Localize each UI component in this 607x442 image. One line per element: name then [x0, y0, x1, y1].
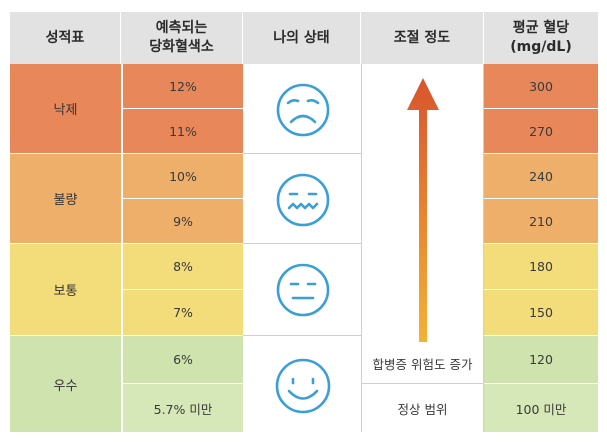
- glucose-270-value: 270: [529, 123, 553, 139]
- header-control: 조절 정도: [361, 12, 484, 64]
- glucose-120-value: 120: [529, 352, 553, 367]
- very-sad-face-icon: [276, 83, 330, 137]
- hba1c-12-value: 12%: [169, 78, 197, 94]
- hba1c-6-value: 6%: [173, 352, 193, 367]
- neutral-face-icon: [276, 263, 330, 317]
- hba1c-under-5-7: 5.7% 미만: [122, 384, 243, 432]
- smiley-face-icon: [275, 358, 331, 414]
- hba1c-10-value: 10%: [169, 168, 197, 184]
- header-hba1c-line2: 당화혈색소: [149, 39, 214, 55]
- glucose-under-100-value: 100 미만: [515, 401, 567, 417]
- glucose-240: 240: [484, 154, 598, 199]
- grade-fail: 낙제: [10, 64, 121, 154]
- grade-good-label: 우수: [53, 378, 78, 394]
- hba1c-6: 6%: [122, 336, 243, 384]
- hba1c-8: 8%: [122, 244, 243, 290]
- glucose-under-100: 100 미만: [484, 384, 598, 432]
- glucose-270: 270: [484, 109, 598, 154]
- glucose-120: 120: [484, 336, 598, 384]
- complication-risk-label: 합병증 위험도 증가: [361, 346, 484, 380]
- glucose-240-value: 240: [529, 168, 553, 184]
- hba1c-12: 12%: [122, 64, 243, 109]
- hba1c-under-5-7-value: 5.7% 미만: [153, 401, 213, 417]
- normal-range-text: 정상 범위: [397, 401, 448, 417]
- glucose-180: 180: [484, 244, 598, 290]
- grade-poor-label: 불량: [53, 193, 78, 208]
- hba1c-11: 11%: [122, 109, 243, 154]
- status-cell-normal: [243, 244, 361, 336]
- status-cell-poor: [243, 154, 361, 244]
- normal-range-cell: 정상 범위: [361, 384, 484, 432]
- grade-poor: 불량: [10, 154, 121, 244]
- glucose-300: 300: [484, 64, 598, 109]
- header-glucose: 평균 혈당 (mg/dL): [484, 12, 598, 64]
- header-grade: 성적표: [10, 12, 121, 64]
- header-glucose-line2: (mg/dL): [510, 39, 572, 55]
- grade-normal-label: 보통: [53, 284, 78, 299]
- complication-risk-text: 합병증 위험도 증가: [372, 356, 473, 372]
- header-grade-label: 성적표: [45, 29, 85, 46]
- hba1c-9-value: 9%: [173, 213, 193, 229]
- header-status-label: 나의 상태: [273, 29, 330, 46]
- header-control-label: 조절 정도: [393, 29, 451, 46]
- hba1c-7: 7%: [122, 290, 243, 336]
- worried-face-icon: [276, 173, 330, 227]
- control-risk-cell: [361, 64, 484, 384]
- header-glucose-line1: 평균 혈당: [512, 20, 570, 36]
- glucose-180-value: 180: [529, 259, 553, 274]
- glucose-210-value: 210: [529, 213, 553, 229]
- header-status: 나의 상태: [243, 12, 361, 64]
- hba1c-10: 10%: [122, 154, 243, 199]
- hba1c-8-value: 8%: [173, 259, 193, 274]
- grade-normal: 보통: [10, 244, 121, 336]
- glucose-300-value: 300: [529, 78, 553, 94]
- header-hba1c: 예측되는 당화혈색소: [121, 12, 243, 64]
- header-hba1c-line1: 예측되는: [155, 20, 208, 36]
- glucose-150-value: 150: [529, 305, 553, 320]
- hba1c-11-value: 11%: [169, 123, 197, 139]
- hba1c-7-value: 7%: [173, 305, 193, 320]
- glucose-150: 150: [484, 290, 598, 336]
- status-cell-fail: [243, 64, 361, 154]
- hba1c-9: 9%: [122, 199, 243, 244]
- grade-good: 우수: [10, 336, 121, 432]
- arrow-up-icon: [407, 78, 439, 342]
- grade-fail-label: 낙제: [53, 103, 78, 118]
- glucose-210: 210: [484, 199, 598, 244]
